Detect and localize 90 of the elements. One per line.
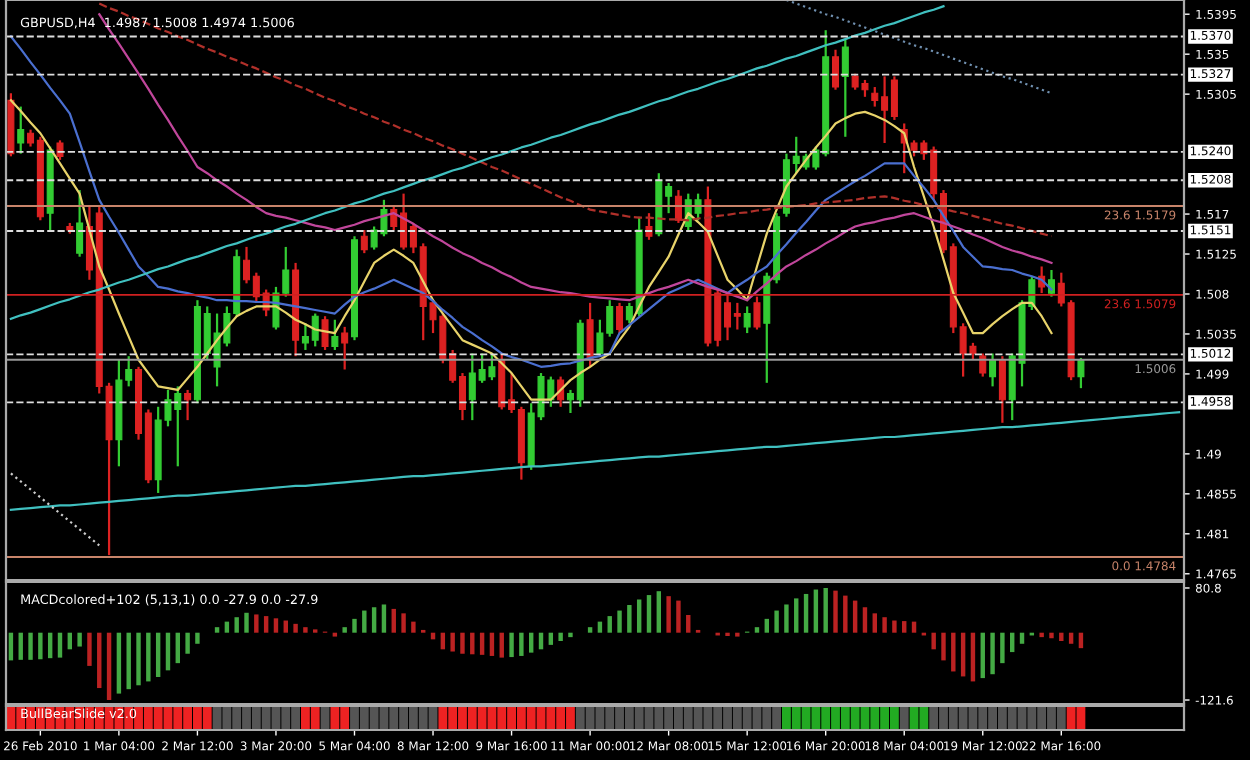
- bar: [646, 595, 652, 633]
- bar: [931, 632, 936, 650]
- bar: [263, 616, 269, 633]
- bar: [656, 591, 662, 633]
- bar: [597, 621, 603, 633]
- candlestick: [753, 295, 761, 331]
- bar: [941, 632, 946, 661]
- bar: [175, 632, 180, 664]
- bar: [214, 627, 220, 633]
- bar: [754, 627, 760, 633]
- bar: [813, 589, 819, 633]
- bar: [823, 587, 828, 633]
- bar: [902, 621, 907, 633]
- line-series: [785, 0, 1053, 95]
- bar: [951, 632, 956, 672]
- bar: [254, 614, 259, 633]
- bar: [401, 613, 406, 633]
- bar: [57, 632, 63, 658]
- line-series: [98, 13, 1053, 302]
- bar: [116, 632, 122, 694]
- bar: [666, 596, 671, 633]
- bar: [28, 632, 33, 660]
- line-series: [98, 2, 1053, 238]
- bar: [381, 604, 387, 633]
- bar: [371, 607, 377, 633]
- bar: [872, 613, 877, 633]
- bar: [676, 600, 681, 633]
- bar: [293, 623, 298, 633]
- bar: [155, 632, 161, 677]
- bar: [852, 600, 858, 633]
- bar: [519, 632, 524, 656]
- bar: [627, 605, 632, 633]
- bar: [411, 621, 416, 633]
- bar: [342, 627, 347, 633]
- bar: [136, 632, 141, 686]
- bar: [362, 610, 367, 633]
- bar: [352, 618, 357, 633]
- bar: [607, 616, 612, 633]
- bar: [97, 632, 102, 689]
- bar: [784, 604, 789, 633]
- bar: [843, 595, 848, 633]
- bar: [106, 632, 112, 701]
- bar: [77, 632, 82, 647]
- bar: [911, 621, 917, 633]
- bar: [244, 612, 249, 633]
- bar: [303, 627, 308, 633]
- bar: [185, 632, 190, 654]
- bar: [1019, 632, 1025, 644]
- bar: [990, 632, 995, 675]
- line-series: [9, 411, 1181, 511]
- bar: [1059, 632, 1064, 642]
- bar: [794, 598, 799, 633]
- bar: [636, 599, 642, 633]
- bar: [558, 632, 563, 642]
- bar: [882, 617, 887, 633]
- bar: [391, 608, 396, 633]
- line-series: [9, 35, 1053, 368]
- bar: [686, 614, 691, 633]
- bar: [509, 632, 514, 658]
- bar: [470, 632, 475, 655]
- bar: [1000, 632, 1005, 664]
- bar: [803, 593, 809, 633]
- bar: [126, 632, 131, 690]
- bar: [87, 632, 92, 666]
- bar: [528, 632, 534, 653]
- bar: [1039, 632, 1044, 638]
- bar: [450, 632, 455, 652]
- bar: [224, 621, 230, 633]
- line-series: [9, 472, 101, 547]
- bar: [862, 607, 868, 633]
- bar: [568, 632, 573, 638]
- bar: [892, 620, 897, 633]
- line-series: [9, 5, 945, 320]
- bar: [18, 632, 23, 660]
- bar: [617, 610, 622, 633]
- bar: [587, 627, 593, 633]
- bar: [1068, 632, 1074, 644]
- bar: [499, 632, 504, 658]
- bar: [833, 590, 838, 633]
- bar: [764, 618, 769, 633]
- bar: [1049, 632, 1054, 639]
- bar: [195, 632, 200, 644]
- bar: [479, 632, 485, 655]
- bar: [774, 610, 779, 633]
- bar: [980, 632, 985, 679]
- bar: [38, 632, 43, 660]
- bar: [146, 632, 151, 682]
- bar: [273, 618, 279, 633]
- bar: [460, 632, 465, 654]
- bar: [234, 617, 239, 633]
